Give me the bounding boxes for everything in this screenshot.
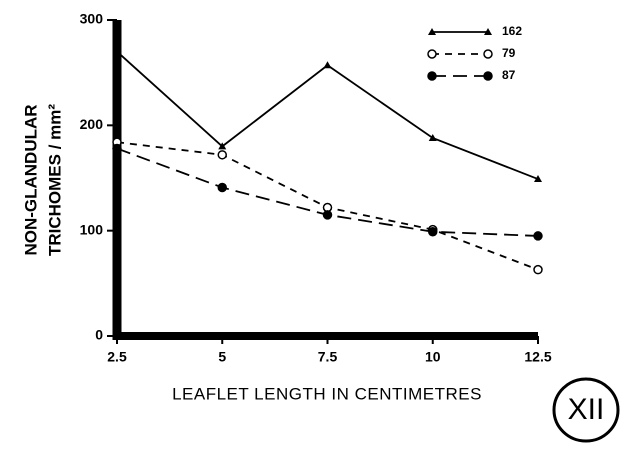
- marker: [534, 175, 542, 183]
- y-axis-label: NON-GLANDULAR: [21, 104, 40, 255]
- marker: [428, 133, 437, 141]
- y-tick-label: 300: [80, 11, 104, 27]
- series-line: [116, 147, 539, 237]
- legend-label: 87: [502, 68, 516, 82]
- x-tick-label: 2.5: [107, 349, 127, 365]
- y-tick-label: 200: [80, 116, 104, 132]
- annotation-circle: [552, 377, 620, 443]
- x-tick-label: 5: [218, 349, 226, 365]
- legend-label: 162: [502, 24, 522, 38]
- marker: [483, 49, 493, 59]
- marker: [427, 49, 437, 59]
- marker: [533, 231, 543, 241]
- x-tick-label: 7.5: [318, 349, 338, 365]
- marker: [428, 226, 438, 237]
- marker: [217, 150, 227, 160]
- marker: [428, 28, 436, 35]
- marker: [484, 28, 492, 35]
- annotation: XII: [568, 393, 605, 426]
- y-tick-label: 100: [80, 221, 104, 237]
- x-tick-label: 10: [425, 349, 441, 365]
- x-axis-label: LEAFLET LENGTH IN CENTIMETRES: [172, 384, 482, 403]
- y-axis-label-group: NON-GLANDULAR: [21, 104, 40, 255]
- legend-label: 79: [502, 46, 516, 60]
- marker: [217, 182, 227, 193]
- y-tick-label: 0: [95, 327, 103, 343]
- marker: [427, 71, 437, 81]
- y-axis-label-group: TRICHOMES / mm²: [45, 104, 64, 256]
- series-line: [116, 50, 539, 180]
- marker: [323, 61, 332, 69]
- marker: [322, 210, 333, 220]
- marker: [112, 143, 122, 154]
- marker: [113, 47, 121, 55]
- marker: [483, 71, 493, 81]
- marker: [533, 264, 543, 275]
- x-tick-label: 12.5: [524, 349, 551, 365]
- marker: [218, 142, 227, 150]
- y-axis-label: TRICHOMES / mm²: [45, 104, 64, 256]
